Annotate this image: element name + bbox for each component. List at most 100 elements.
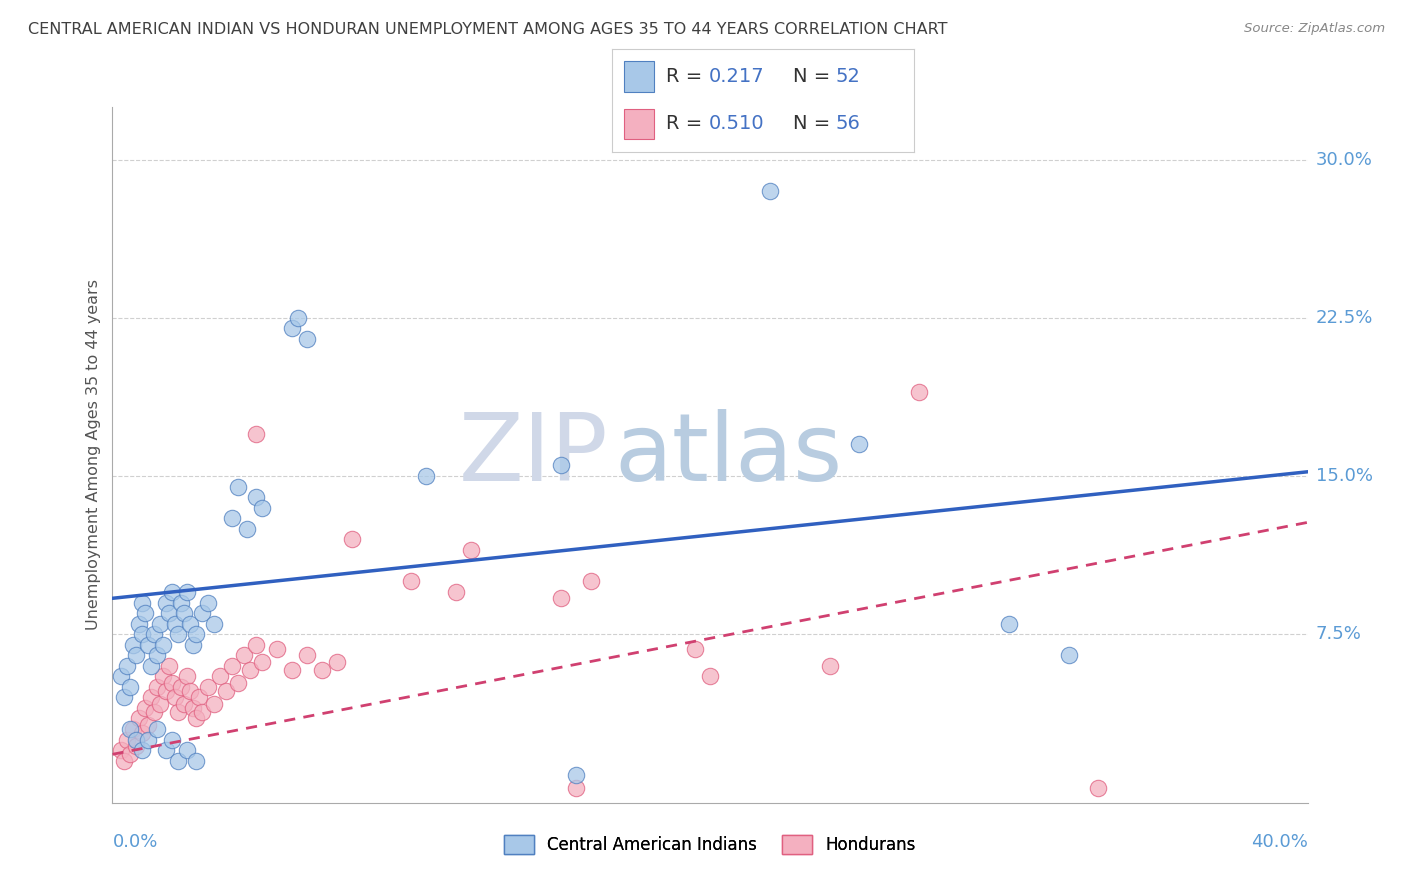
Text: 40.0%: 40.0%: [1251, 833, 1308, 851]
Point: [564, 768, 586, 782]
Point: [1057, 648, 1080, 663]
Point: [311, 663, 333, 677]
Point: [699, 669, 721, 683]
Text: atlas: atlas: [614, 409, 842, 501]
Point: [141, 658, 163, 673]
Point: [152, 638, 174, 652]
Point: [415, 469, 437, 483]
Point: [215, 684, 238, 698]
Point: [197, 680, 219, 694]
Point: [245, 490, 267, 504]
Point: [818, 658, 841, 673]
Point: [131, 743, 153, 757]
Point: [131, 726, 153, 740]
Text: 0.510: 0.510: [709, 114, 763, 134]
Point: [122, 638, 145, 652]
Point: [157, 658, 180, 673]
Point: [120, 722, 142, 736]
Point: [162, 585, 183, 599]
Point: [281, 663, 304, 677]
Point: [401, 574, 423, 589]
Point: [181, 638, 204, 652]
Point: [579, 574, 602, 589]
Text: R =: R =: [666, 67, 709, 87]
Point: [281, 321, 304, 335]
Text: 30.0%: 30.0%: [1316, 151, 1372, 169]
Point: [143, 627, 166, 641]
Bar: [624, 109, 654, 139]
Point: [170, 595, 193, 609]
Point: [155, 684, 177, 698]
Text: N =: N =: [793, 67, 837, 87]
Point: [138, 718, 160, 732]
Point: [226, 479, 249, 493]
Point: [550, 591, 572, 606]
Point: [167, 627, 190, 641]
Point: [325, 655, 347, 669]
Point: [181, 701, 204, 715]
Point: [250, 500, 273, 515]
Bar: [624, 62, 654, 92]
Point: [131, 595, 153, 609]
Point: [165, 690, 187, 705]
Point: [460, 542, 482, 557]
Point: [221, 511, 243, 525]
Point: [444, 585, 467, 599]
Point: [114, 690, 135, 705]
Point: [759, 185, 782, 199]
Point: [138, 732, 160, 747]
Point: [120, 680, 142, 694]
Point: [146, 722, 169, 736]
Point: [266, 641, 288, 656]
Point: [236, 522, 259, 536]
Text: ZIP: ZIP: [458, 409, 609, 501]
Point: [134, 606, 156, 620]
Point: [295, 332, 318, 346]
Point: [117, 658, 139, 673]
Point: [173, 606, 195, 620]
Point: [162, 732, 183, 747]
Y-axis label: Unemployment Among Ages 35 to 44 years: Unemployment Among Ages 35 to 44 years: [86, 279, 101, 631]
Point: [143, 705, 166, 719]
Point: [202, 697, 225, 711]
Text: 56: 56: [835, 114, 860, 134]
Text: 0.0%: 0.0%: [112, 833, 157, 851]
Point: [208, 669, 231, 683]
Text: Source: ZipAtlas.com: Source: ZipAtlas.com: [1244, 22, 1385, 36]
Point: [908, 384, 931, 399]
Point: [141, 690, 163, 705]
Point: [287, 310, 309, 325]
Point: [186, 711, 208, 725]
Point: [250, 655, 273, 669]
Point: [221, 658, 243, 673]
Point: [167, 705, 190, 719]
Point: [114, 754, 135, 768]
Point: [564, 780, 586, 795]
Point: [191, 606, 214, 620]
Point: [1087, 780, 1109, 795]
Point: [176, 743, 198, 757]
Point: [138, 638, 160, 652]
Point: [179, 684, 201, 698]
Point: [149, 697, 172, 711]
Point: [186, 627, 208, 641]
Point: [117, 732, 139, 747]
Point: [134, 701, 156, 715]
Point: [202, 616, 225, 631]
Point: [245, 638, 267, 652]
Point: [245, 426, 267, 441]
Point: [167, 754, 190, 768]
Legend: Central American Indians, Hondurans: Central American Indians, Hondurans: [498, 828, 922, 861]
Point: [125, 732, 148, 747]
Point: [295, 648, 318, 663]
Point: [120, 747, 142, 762]
Point: [173, 697, 195, 711]
Point: [188, 690, 211, 705]
Point: [149, 616, 172, 631]
Point: [683, 641, 706, 656]
Point: [125, 648, 148, 663]
Point: [191, 705, 214, 719]
Text: R =: R =: [666, 114, 709, 134]
Point: [152, 669, 174, 683]
Text: 15.0%: 15.0%: [1316, 467, 1372, 485]
